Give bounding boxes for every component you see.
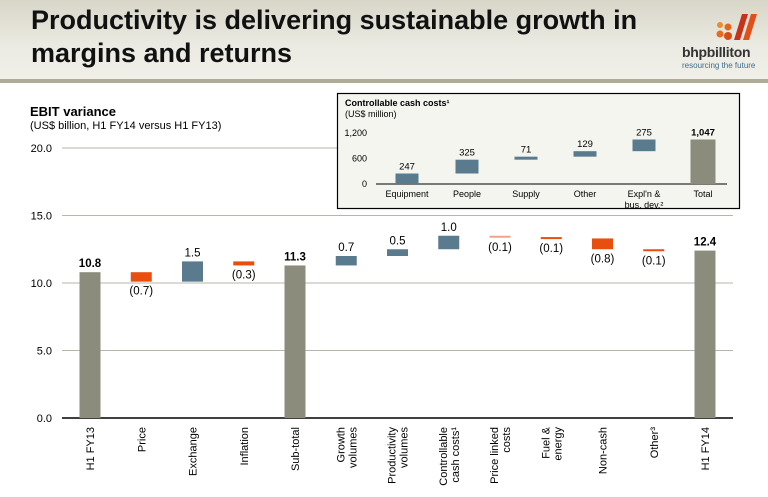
chart-title: EBIT variance <box>30 104 116 119</box>
inset-bar-1 <box>455 159 479 174</box>
x-tick-label: Inflation <box>239 427 251 466</box>
bar-5 <box>335 256 357 266</box>
data-label: 10.8 <box>79 258 102 270</box>
x-tick-label: Price linkedcosts <box>489 427 513 484</box>
bar-9 <box>540 237 562 240</box>
slide-header <box>0 0 768 79</box>
inset-x-tick-label: People <box>453 189 481 199</box>
inset-bar-2 <box>514 156 538 160</box>
inset-data-label: 129 <box>577 139 593 150</box>
data-label: (0.3) <box>232 269 256 281</box>
bar-12 <box>694 250 716 418</box>
slide-title: Productivity is delivering sustainable g… <box>31 4 671 70</box>
data-label: (0.8) <box>591 253 615 265</box>
inset-x-tick-label: Total <box>693 189 712 199</box>
data-label: 0.5 <box>390 235 406 247</box>
x-tick-label: Other³ <box>649 427 661 459</box>
data-label: (0.7) <box>129 286 153 298</box>
slide-title-line2: margins and returns <box>31 38 293 68</box>
x-tick-label: Growthvolumes <box>335 427 359 468</box>
x-tick-label: Non-cash <box>598 427 610 474</box>
x-tick-label: Price <box>136 427 148 452</box>
x-tick-label: H1 FY13 <box>85 427 97 470</box>
logo-mark-icon <box>716 14 757 40</box>
inset-x-tick-label: Expl'n & <box>628 189 661 199</box>
bar-0 <box>79 272 101 418</box>
data-label: (0.1) <box>488 242 512 254</box>
inset-x-tick-label: bus. dev.² <box>625 200 664 210</box>
y-tick-label: 5.0 <box>37 346 52 358</box>
y-tick-label: 20.0 <box>31 143 52 155</box>
y-tick-label: 10.0 <box>31 278 52 290</box>
data-label: 1.0 <box>441 222 457 234</box>
header-divider <box>0 79 768 83</box>
chart-subtitle: (US$ billion, H1 FY14 versus H1 FY13) <box>30 120 222 132</box>
bar-11 <box>643 249 665 252</box>
logo-wordmark: bhpbilliton <box>682 44 751 60</box>
x-tick-label: H1 FY14 <box>700 427 712 470</box>
inset-box <box>336 92 741 210</box>
inset-x-tick-label: Supply <box>512 189 540 199</box>
inset-y-tick-label: 0 <box>362 179 367 189</box>
inset-y-tick-label: 1,200 <box>344 128 367 138</box>
inset-y-tick-label: 600 <box>352 154 367 164</box>
bar-8 <box>489 235 511 238</box>
slide-title-line1: Productivity is delivering sustainable g… <box>31 5 638 35</box>
inset-bar-0 <box>395 173 419 184</box>
inset-bar-3 <box>573 151 597 157</box>
inset-x-tick-label: Equipment <box>385 189 429 199</box>
bhp-logo: bhpbilliton resourcing the future <box>682 10 766 70</box>
inset-title: Controllable cash costs¹ <box>345 98 450 108</box>
bar-10 <box>592 238 613 250</box>
x-tick-label: Controllablecash costs¹ <box>438 427 462 486</box>
data-label: 12.4 <box>694 237 717 249</box>
bar-1 <box>130 272 152 282</box>
data-label: 0.7 <box>338 242 354 254</box>
inset-bar-5 <box>690 139 716 184</box>
inset-data-label: 275 <box>636 128 652 139</box>
x-tick-label: Sub-total <box>290 427 302 471</box>
inset-subtitle: (US$ million) <box>345 109 397 119</box>
data-label: (0.1) <box>642 255 666 267</box>
bar-2 <box>182 261 203 282</box>
y-tick-label: 15.0 <box>31 211 52 223</box>
bar-4 <box>284 265 306 418</box>
inset-data-label: 1,047 <box>691 128 715 139</box>
inset-x-tick-label: Other <box>574 189 597 199</box>
data-label: 11.3 <box>284 251 306 263</box>
bar-6 <box>387 249 408 256</box>
y-tick-label: 0.0 <box>37 413 52 425</box>
inset-data-label: 247 <box>399 162 415 173</box>
inset-bar-4 <box>632 139 656 152</box>
bar-7 <box>438 235 460 250</box>
x-tick-label: Fuel &energy <box>540 426 564 460</box>
inset-data-label: 325 <box>459 148 475 159</box>
x-tick-label: Productivityvolumes <box>387 427 411 484</box>
logo-tagline: resourcing the future <box>682 61 756 70</box>
bar-3 <box>233 261 255 266</box>
data-label: 1.5 <box>185 247 201 259</box>
inset-data-label: 71 <box>521 145 532 156</box>
data-label: (0.1) <box>539 243 563 255</box>
x-tick-label: Exchange <box>188 427 200 476</box>
